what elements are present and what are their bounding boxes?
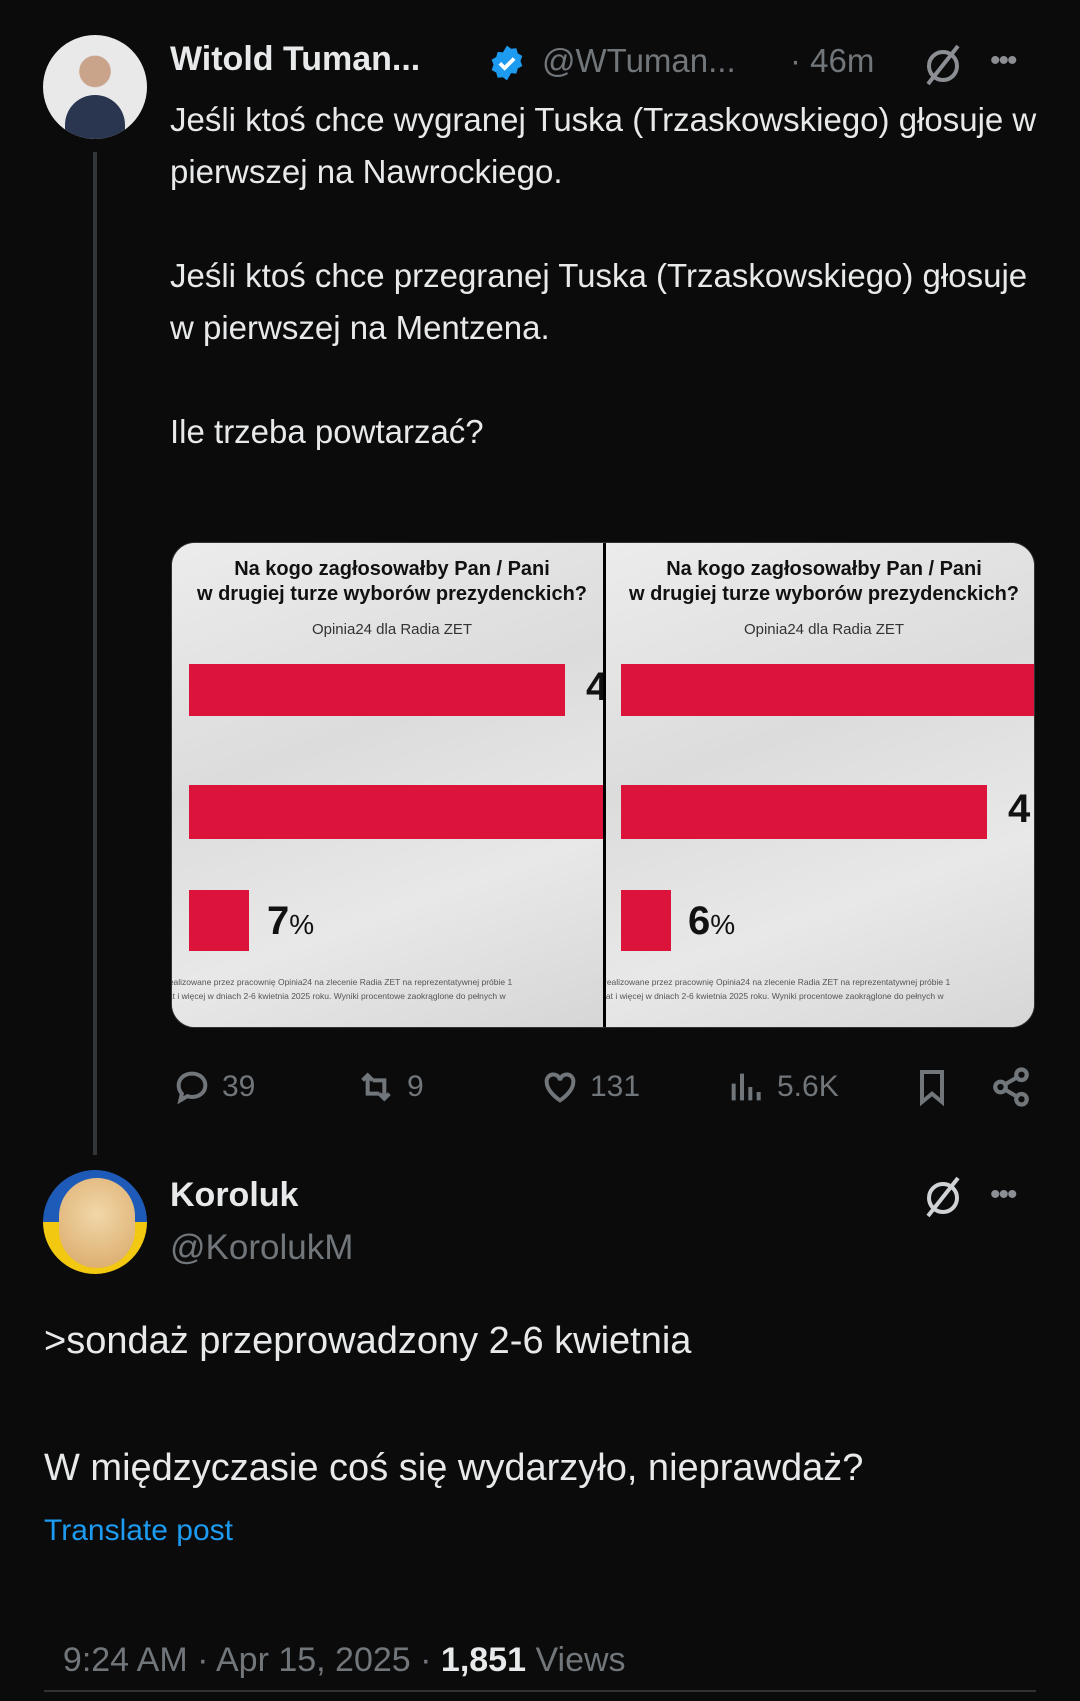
bar-1 — [189, 664, 565, 716]
footnote-line: lat i więcej w dniach 2-6 kwietnia 2025 … — [606, 991, 944, 1001]
grok-icon[interactable] — [920, 1174, 966, 1220]
panel-title: Na kogo zagłosowałby Pan / Pani w drugiej… — [606, 557, 1034, 607]
thread-line — [93, 152, 97, 1155]
repost-count: 9 — [407, 1070, 424, 1103]
views-number: 1,851 — [440, 1641, 527, 1679]
views-icon — [731, 1073, 761, 1101]
translate-post-link[interactable]: Translate post — [44, 1514, 233, 1547]
reply-text-line1: >sondaż przeprowadzony 2-6 kwietnia — [44, 1320, 692, 1362]
panel-footnote: realizowane przez pracownię Opinia24 na … — [172, 975, 603, 1003]
verified-badge-icon — [488, 44, 526, 82]
title-line: Na kogo zagłosowałby Pan / Pani — [234, 558, 550, 580]
share-icon — [993, 1067, 1029, 1107]
post-time[interactable]: · 46m — [790, 42, 875, 79]
panel-divider — [603, 543, 606, 1027]
author-avatar[interactable] — [43, 35, 147, 139]
more-options-icon[interactable]: ••• — [990, 44, 1017, 77]
timestamp-text: 9:24 AM · Apr 15, 2025 · — [62, 1641, 441, 1679]
views-button[interactable]: 5.6K — [727, 1066, 839, 1108]
panel-source: Opinia24 dla Radia ZET — [743, 621, 905, 638]
author-handle[interactable]: @WTuman... — [542, 42, 736, 79]
post-text: Jeśli ktoś chce wygranej Tuska (Trzaskow… — [170, 101, 1037, 450]
title-line: w drugiej turze wyborów prezydenckich? — [628, 583, 1020, 605]
bar-3-label: 6% — [688, 899, 736, 943]
bar-1-label: 4 — [586, 665, 603, 710]
post-media[interactable]: Na kogo zagłosowałby Pan / Pani w drugiej… — [171, 542, 1035, 1028]
poll-panel-right: Na kogo zagłosowałby Pan / Pani w drugiej… — [606, 543, 1034, 1027]
title-line: Na kogo zagłosowałby Pan / Pani — [666, 558, 982, 580]
reply-text-line2: W międzyczasie coś się wydarzyło, niepra… — [44, 1447, 864, 1489]
reply-button[interactable]: 39 — [172, 1066, 255, 1108]
reply-author-handle[interactable]: @KorolukM — [170, 1228, 354, 1267]
bar-2 — [189, 785, 603, 839]
bookmark-icon — [920, 1070, 944, 1107]
reply-avatar[interactable] — [43, 1170, 147, 1274]
reply-icon — [176, 1071, 208, 1105]
repost-icon — [361, 1072, 391, 1102]
views-count: 5.6K — [777, 1070, 839, 1103]
grok-icon[interactable] — [920, 42, 966, 88]
repost-button[interactable]: 9 — [355, 1066, 424, 1108]
share-button[interactable] — [990, 1066, 1032, 1108]
reply-timestamp: 9:24 AM · Apr 15, 2025 · 1,851 Views — [44, 1602, 626, 1680]
bar-1 — [621, 664, 1034, 716]
bar-3 — [621, 890, 671, 951]
footnote-line: realizowane przez pracownię Opinia24 na … — [172, 977, 513, 987]
panel-source: Opinia24 dla Radia ZET — [311, 621, 473, 638]
bar-3-label: 7% — [267, 899, 315, 943]
bar-2 — [621, 785, 987, 839]
poll-panel-left: Na kogo zagłosowałby Pan / Pani w drugiej… — [172, 543, 603, 1027]
divider — [44, 1690, 1036, 1692]
title-line: w drugiej turze wyborów prezydenckich? — [196, 583, 588, 605]
views-label: Views — [526, 1641, 626, 1679]
like-button[interactable]: 131 — [540, 1066, 640, 1108]
footnote-line: realizowane przez pracownię Opinia24 na … — [606, 977, 951, 987]
reply-author-name[interactable]: Koroluk — [170, 1176, 299, 1214]
more-options-icon[interactable]: ••• — [990, 1178, 1017, 1211]
like-count: 131 — [590, 1070, 641, 1103]
bookmark-button[interactable] — [912, 1066, 952, 1108]
panel-title: Na kogo zagłosowałby Pan / Pani w drugiej… — [172, 557, 603, 607]
reply-count: 39 — [222, 1070, 256, 1103]
bar-3 — [189, 890, 249, 951]
footnote-line: lat i więcej w dniach 2-6 kwietnia 2025 … — [172, 991, 506, 1001]
bar-2-label: 4 — [1008, 787, 1031, 831]
heart-icon — [544, 1072, 576, 1103]
panel-footnote: realizowane przez pracownię Opinia24 na … — [606, 975, 1034, 1003]
author-name[interactable]: Witold Tuman... — [170, 40, 421, 78]
